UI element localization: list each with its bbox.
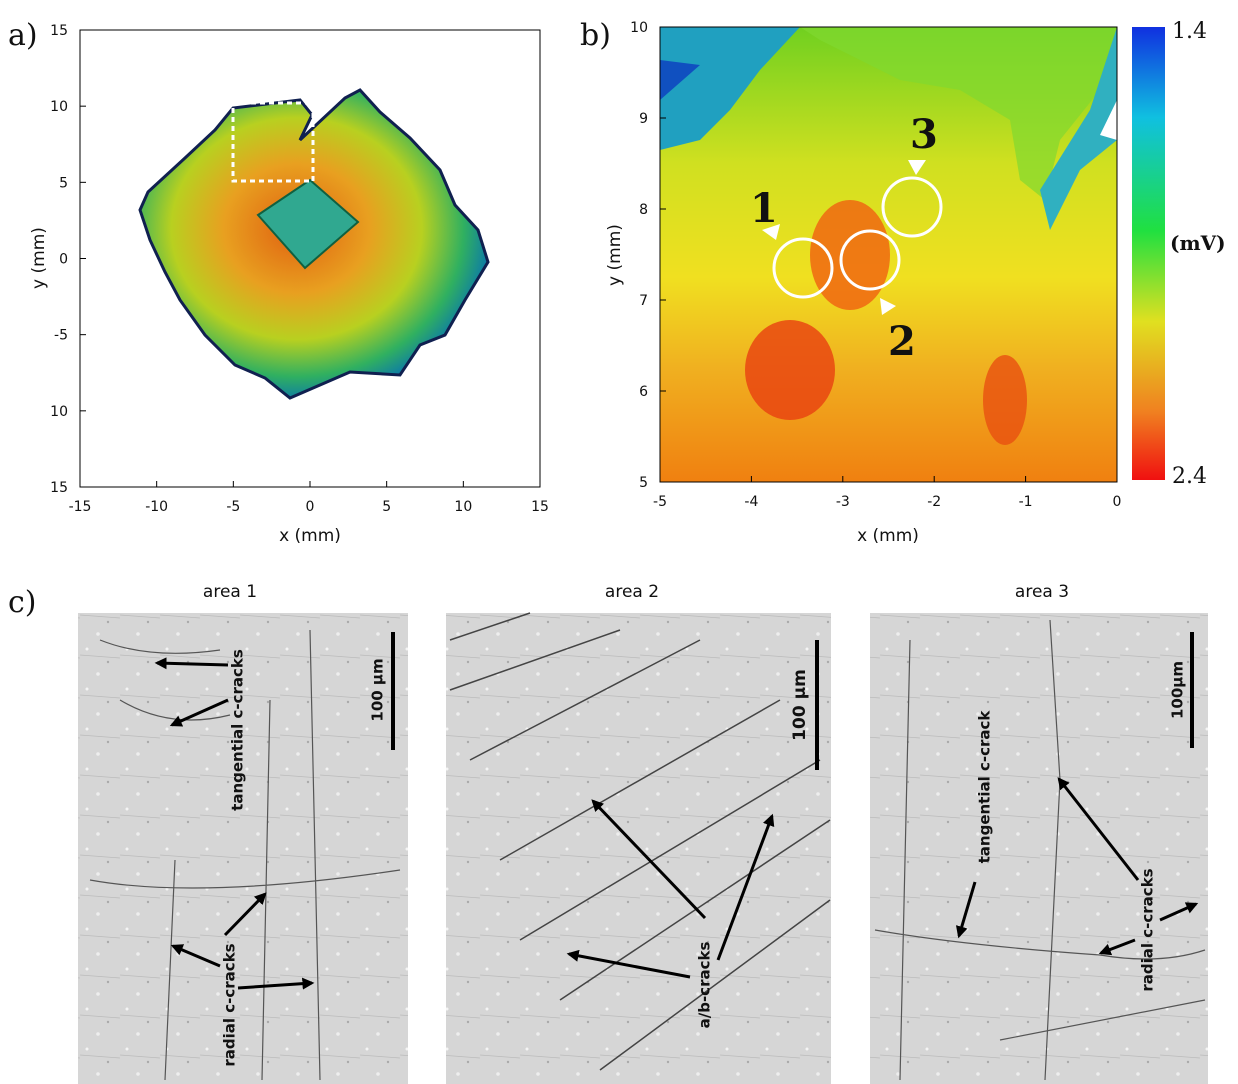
scale-label: 100 µm: [369, 658, 387, 721]
image-title: area 2: [605, 582, 659, 602]
y-tick-label: 0: [59, 252, 68, 268]
y-tick-label: 5: [59, 175, 68, 191]
x-tick-label: 0: [306, 499, 315, 515]
x-axis-label: x (mm): [279, 526, 341, 546]
x-tick-label: -10: [145, 499, 168, 515]
x-tick-label: -4: [744, 494, 758, 510]
y-tick-label: 8: [639, 202, 648, 218]
y-tick-label: 5: [639, 475, 648, 491]
annotation: a/b-cracks: [696, 942, 714, 1029]
y-axis-label: y (mm): [605, 224, 625, 286]
y-tick-label: 15: [50, 480, 68, 496]
annotation: radial c-cracks: [1139, 868, 1157, 991]
scale-label: 100 µm: [790, 669, 810, 741]
area-marker: 2: [888, 318, 916, 365]
x-tick-label: -1: [1019, 494, 1033, 510]
high-region: [745, 320, 835, 420]
x-tick-label: 5: [382, 499, 391, 515]
annotation: tangential c-crack: [976, 710, 994, 864]
y-axis-label: y (mm): [29, 227, 49, 289]
panel-label: a): [8, 18, 38, 53]
x-tick-label: 10: [454, 499, 472, 515]
x-tick-label: -15: [69, 499, 92, 515]
y-tick-label: 10: [50, 99, 68, 115]
micrograph: [870, 613, 1208, 1084]
image-title: area 3: [1015, 582, 1069, 602]
arrow: [157, 663, 228, 665]
annotation: tangential c-cracks: [229, 649, 247, 811]
high-region: [810, 200, 890, 310]
annotation: radial c-cracks: [221, 943, 239, 1066]
x-tick-label: -5: [653, 494, 667, 510]
colorbar-unit: (mV): [1170, 231, 1226, 255]
colorbar: [1132, 27, 1165, 480]
x-tick-label: -5: [226, 499, 240, 515]
panel-label: c): [8, 585, 37, 620]
y-tick-label: 6: [639, 384, 648, 400]
x-tick-label: 15: [531, 499, 549, 515]
high-region: [983, 355, 1027, 445]
y-tick-label: 9: [639, 111, 648, 127]
panel-label: b): [580, 18, 611, 53]
colorbar-label: 2.4: [1172, 464, 1207, 489]
area-marker: 1: [750, 185, 778, 232]
area-marker: 3: [910, 111, 938, 158]
x-tick-label: -2: [927, 494, 941, 510]
y-tick-label: 10: [630, 20, 648, 36]
scale-label: 100µm: [1169, 661, 1187, 719]
y-tick-label: 15: [50, 23, 68, 39]
figure: a) x (mm) y (mm) b) 1 2 3 1.4 (mV) 2.4 x…: [0, 0, 1238, 1084]
x-tick-label: 0: [1113, 494, 1122, 510]
colorbar-label: 1.4: [1172, 19, 1207, 44]
x-tick-label: -3: [836, 494, 850, 510]
y-tick-label: 10: [50, 404, 68, 420]
y-tick-label: 7: [639, 293, 648, 309]
x-axis-label: x (mm): [857, 526, 919, 546]
y-tick-label: -5: [54, 328, 68, 344]
image-title: area 1: [203, 582, 257, 602]
